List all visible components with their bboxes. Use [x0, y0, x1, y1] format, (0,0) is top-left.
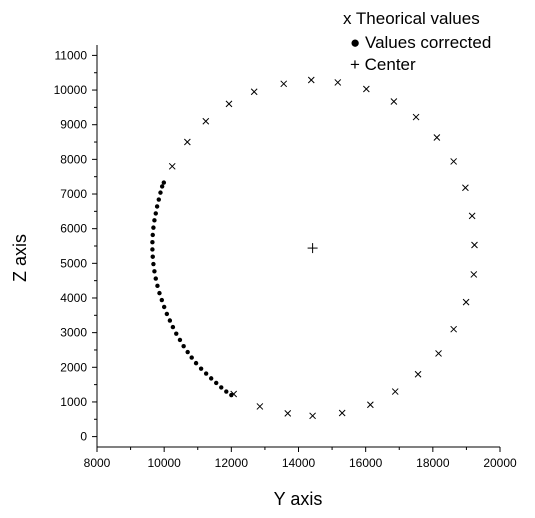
corrected-value-point: [159, 184, 165, 189]
corrected-value-point: [174, 331, 179, 336]
theorical-value-point: [338, 409, 346, 417]
theorical-value-point: [334, 79, 342, 86]
y-tick-label: 6000: [60, 222, 87, 236]
theorical-value-point: [225, 100, 233, 108]
legend-entry: x Theorical values: [343, 9, 480, 28]
theorical-value-point: [280, 80, 288, 88]
y-tick-label: 5000: [60, 256, 87, 270]
y-tick-label: 1000: [60, 395, 87, 409]
corrected-value-point: [219, 385, 224, 390]
corrected-value-point: [152, 218, 157, 223]
y-tick-label: 8000: [60, 152, 87, 166]
theorical-value-point: [435, 350, 442, 357]
corrected-value-point: [181, 343, 186, 349]
theorical-value-point: [390, 98, 398, 105]
corrected-value-point: [214, 380, 219, 386]
theorical-value-point: [367, 401, 374, 409]
theorical-value-point: [256, 403, 264, 410]
legend-entry: + Center: [350, 55, 416, 74]
theorical-value-point: [468, 212, 476, 220]
theorical-value-point: [450, 325, 458, 333]
x-tick-label: 12000: [215, 456, 249, 470]
theorical-value-point: [183, 138, 191, 146]
theorical-value-point: [307, 76, 315, 84]
theorical-value-point: [362, 85, 370, 93]
theorical-value-point: [309, 412, 316, 420]
corrected-value-point: [150, 247, 155, 252]
corrected-value-point: [157, 290, 162, 296]
theorical-value-point: [471, 241, 478, 249]
corrected-value-point: [167, 318, 173, 323]
theorical-value-point: [462, 298, 470, 306]
x-tick-label: 14000: [282, 456, 316, 470]
theorical-value-point: [412, 113, 420, 121]
legend: x Theorical values ● Values corrected + Ce…: [343, 9, 491, 74]
plot-marks: [150, 76, 478, 420]
x-tick-label: 18000: [416, 456, 450, 470]
theorical-value-point: [470, 271, 478, 278]
y-axis-title: Z axis: [10, 234, 30, 282]
x-tick-label: 16000: [349, 456, 383, 470]
corrected-value-point: [152, 269, 157, 274]
x-tick-label: 8000: [84, 456, 111, 470]
corrected-value-point: [189, 355, 194, 360]
corrected-value-point: [208, 376, 214, 381]
center-point: [307, 243, 318, 254]
theorical-value-point: [462, 184, 469, 192]
y-tick-label: 4000: [60, 291, 87, 305]
corrected-value-point: [224, 389, 229, 394]
y-tick-label: 0: [80, 430, 87, 444]
theorical-value-point: [202, 117, 210, 125]
corrected-value-point: [150, 254, 155, 259]
corrected-value-point: [229, 392, 234, 398]
corrected-value-point: [177, 337, 183, 343]
corrected-value-point: [156, 197, 161, 202]
corrected-value-point: [151, 225, 156, 230]
theorical-value-point: [450, 158, 458, 165]
x-axis-title: Y axis: [274, 489, 323, 509]
corrected-value-point: [198, 366, 204, 371]
theorical-value-point: [284, 410, 292, 417]
corrected-value-point: [151, 261, 156, 267]
y-tick-label: 2000: [60, 360, 87, 374]
theorical-value-point: [168, 162, 176, 170]
y-tick-label: 7000: [60, 187, 87, 201]
corrected-value-point: [161, 304, 167, 310]
y-tick-label: 11000: [55, 48, 88, 62]
theorical-value-point: [391, 388, 399, 395]
corrected-value-point: [155, 283, 160, 289]
y-tick-label: 9000: [60, 118, 87, 132]
corrected-value-point: [170, 324, 176, 330]
theorical-value-point: [433, 134, 441, 141]
corrected-value-point: [159, 297, 165, 303]
theorical-value-point: [414, 370, 422, 378]
corrected-value-point: [154, 204, 160, 209]
corrected-value-point: [150, 239, 155, 245]
x-tick-label: 20000: [483, 456, 517, 470]
corrected-value-point: [153, 276, 158, 281]
corrected-value-point: [203, 371, 209, 376]
corrected-value-point: [150, 232, 155, 238]
corrected-value-point: [158, 190, 163, 195]
x-tick-label: 10000: [147, 456, 181, 470]
corrected-value-point: [161, 180, 167, 185]
corrected-value-point: [153, 211, 158, 216]
corrected-value-point: [193, 360, 199, 366]
axes: 8000 10000 12000 14000 16000 18000 20000 0 1000 2…: [54, 45, 517, 470]
theorical-value-point: [250, 88, 258, 96]
corrected-value-point: [185, 349, 190, 355]
legend-entry: ● Values corrected: [350, 33, 491, 52]
corrected-value-point: [164, 311, 170, 317]
y-tick-label: 3000: [60, 326, 87, 340]
y-tick-label: 10000: [54, 83, 88, 97]
